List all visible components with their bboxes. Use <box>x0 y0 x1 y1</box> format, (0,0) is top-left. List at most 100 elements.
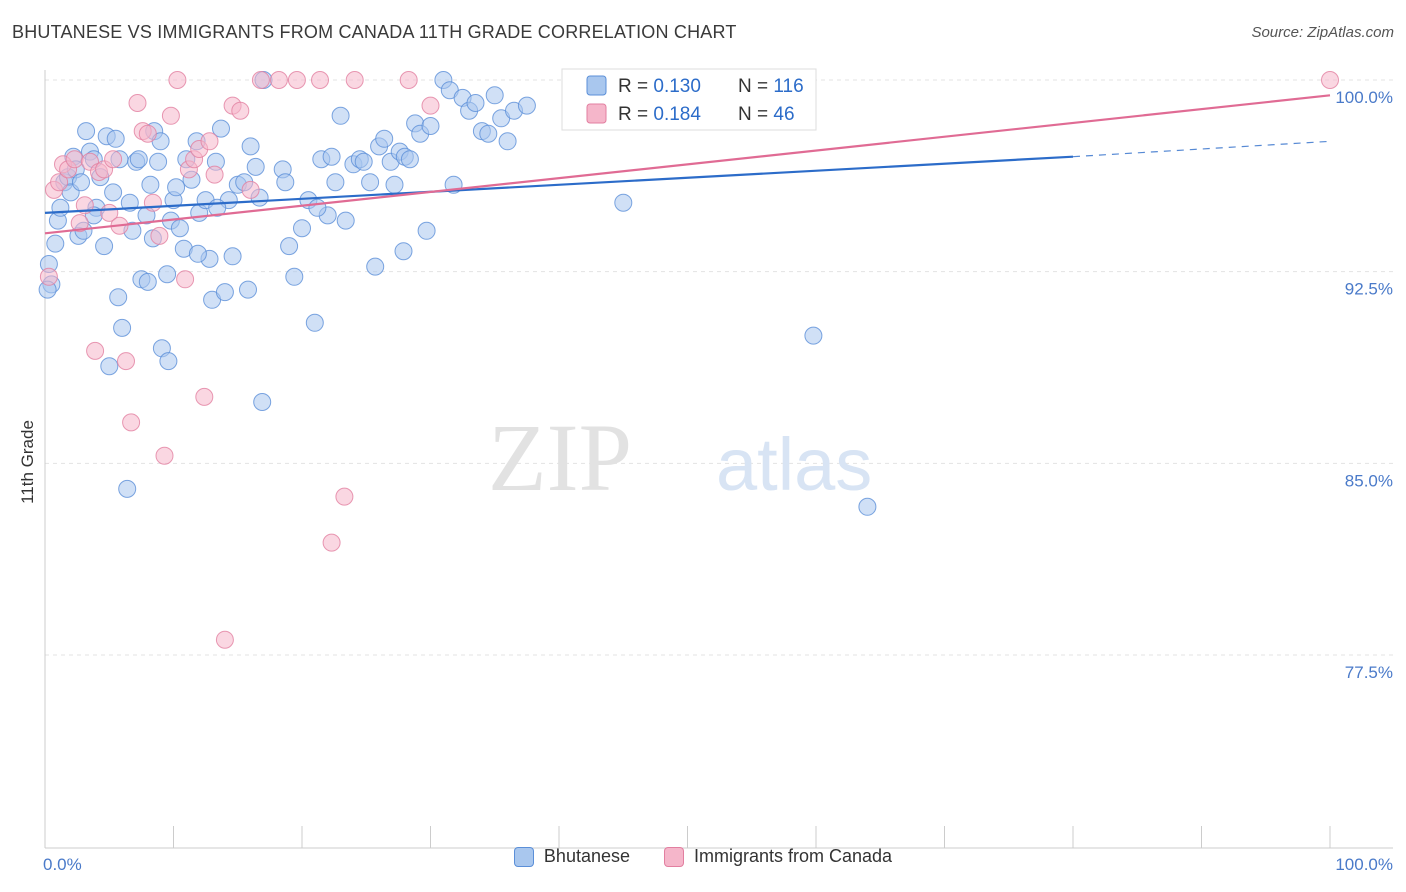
watermark-zip: ZIP <box>488 404 632 511</box>
bhutanese-point <box>614 193 633 212</box>
immigrants-from-canada-point <box>231 101 250 120</box>
svg-text:R = 0.184 N = 46: R = 0.184 N = 46 <box>618 104 795 125</box>
bhutanese-point <box>46 234 65 253</box>
immigrants-from-canada-point <box>128 94 147 112</box>
bhutanese-point <box>149 152 168 171</box>
immigrants-from-canada-point <box>50 173 69 192</box>
y-tick-label: 92.5% <box>1345 280 1393 299</box>
immigrants-from-canada-point <box>399 71 418 89</box>
chart-title: BHUTANESE VS IMMIGRANTS FROM CANADA 11TH… <box>12 22 737 42</box>
immigrants-from-canada-point <box>117 352 135 371</box>
immigrants-from-canada-trend-line <box>44 94 1331 235</box>
immigrants-from-canada-point <box>176 270 195 289</box>
immigrants-from-canada-point <box>311 71 329 89</box>
bhutanese-point <box>276 173 295 192</box>
immigrants-from-canada-point <box>287 71 306 89</box>
immigrants-from-canada-point <box>241 180 260 199</box>
stats-n-label: N = <box>738 76 773 97</box>
y-tick-label: 85.0% <box>1345 471 1393 490</box>
bhutanese-point <box>253 393 272 411</box>
legend-label: Bhutanese <box>543 846 630 866</box>
bhutanese-point <box>326 173 345 192</box>
stats-r-value: 0.184 <box>653 104 701 125</box>
bhutanese-point <box>100 357 119 376</box>
immigrants-from-canada-point <box>39 267 58 286</box>
legend-item-bhutanese[interactable]: Bhutanese <box>513 846 630 867</box>
immigrants-from-canada-point <box>155 446 174 465</box>
bhutanese-point <box>223 247 242 266</box>
bhutanese-point <box>361 173 380 192</box>
axis-layer: 100.0% 92.5% 85.0% 77.5% 0.0% 100.0% <box>43 70 1393 874</box>
watermark-atlas: atlas <box>716 423 872 506</box>
immigrants-from-canada-point <box>345 71 364 89</box>
immigrants-from-canada-point <box>104 150 123 169</box>
bhutanese-point <box>479 124 498 143</box>
bhutanese-point <box>77 122 96 141</box>
bhutanese-point <box>106 129 125 148</box>
bhutanese-point <box>336 211 355 230</box>
bhutanese-point <box>858 497 877 516</box>
stats-r-value: 0.130 <box>653 76 701 97</box>
bhutanese-point <box>498 132 517 151</box>
immigrants-from-canada-point <box>421 96 440 115</box>
bhutanese-point <box>354 152 373 171</box>
bhutanese-point <box>141 175 160 194</box>
y-tick-label: 77.5% <box>1345 663 1393 682</box>
bhutanese-point <box>158 265 177 284</box>
bhutanese-point <box>239 280 257 299</box>
bhutanese-point <box>215 283 234 302</box>
bhutanese-point <box>375 129 394 148</box>
stats-swatch-blue <box>586 75 607 96</box>
x-tick-label: 100.0% <box>1335 855 1393 874</box>
bhutanese-trend-line <box>44 155 1074 214</box>
bhutanese-point <box>167 178 186 197</box>
legend-item-immigrants-from-canada[interactable]: Immigrants from Canada <box>664 846 892 867</box>
bhutanese-point <box>241 137 260 156</box>
bhutanese-point <box>113 318 132 337</box>
source-credit: Source: ZipAtlas.com <box>1251 24 1394 41</box>
bhutanese-point <box>394 242 413 261</box>
immigrants-from-canada-point <box>122 413 141 432</box>
bhutanese-point <box>466 94 485 112</box>
bhutanese-point <box>385 175 404 194</box>
trend-layer <box>44 94 1331 235</box>
points-layer <box>38 71 1339 649</box>
bhutanese-point <box>305 313 324 332</box>
bhutanese-point <box>51 198 70 217</box>
bhutanese-point <box>804 326 823 345</box>
bhutanese-point <box>400 150 419 169</box>
watermark: ZIP atlas <box>488 404 872 511</box>
legend-swatch-blue <box>513 846 534 867</box>
immigrants-from-canada-point <box>138 124 157 143</box>
y-axis-label: 11th Grade <box>18 420 37 504</box>
svg-text:R = 0.130 N = 116: R = 0.130 N = 116 <box>618 76 804 97</box>
stats-r-label: R = <box>618 76 653 97</box>
immigrants-from-canada-point <box>205 165 224 184</box>
immigrants-from-canada-point <box>251 71 270 89</box>
immigrants-from-canada-point <box>195 387 214 406</box>
stats-n-value: 46 <box>773 104 794 125</box>
immigrants-from-canada-point <box>200 132 219 151</box>
bhutanese-point <box>170 219 189 238</box>
bhutanese-point <box>517 96 536 115</box>
bhutanese-point <box>129 150 148 169</box>
legend-label: Immigrants from Canada <box>694 846 893 866</box>
bhutanese-point <box>417 221 436 240</box>
bhutanese-point <box>308 198 327 217</box>
bhutanese-point <box>366 257 385 276</box>
immigrants-from-canada-point <box>70 214 89 233</box>
stats-n-value: 116 <box>773 76 803 97</box>
immigrants-from-canada-point <box>150 226 169 245</box>
y-tick-label: 100.0% <box>1335 88 1393 107</box>
bhutanese-trend-extension <box>1072 140 1331 158</box>
legend: Bhutanese Immigrants from Canada <box>0 846 1406 867</box>
bhutanese-point <box>293 219 311 238</box>
immigrants-from-canada-point <box>335 487 354 506</box>
bhutanese-point <box>138 272 157 291</box>
immigrants-from-canada-point <box>143 193 162 212</box>
immigrants-from-canada-point <box>168 71 187 89</box>
immigrants-from-canada-point <box>215 630 234 649</box>
immigrants-from-canada-point <box>322 533 341 552</box>
bhutanese-point <box>322 147 341 166</box>
